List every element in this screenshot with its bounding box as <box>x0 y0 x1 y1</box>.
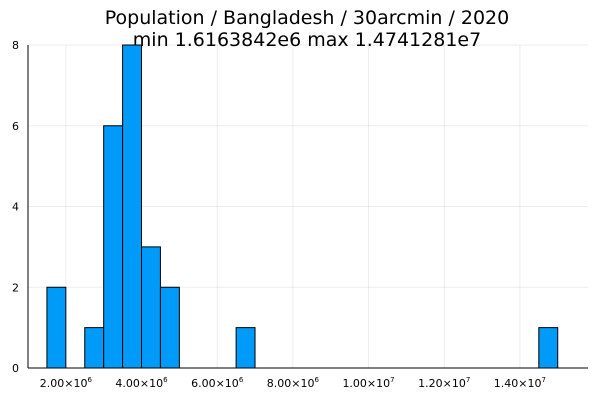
x-tick-label: 1.20×107 <box>418 376 470 390</box>
chart-title-line1: Population / Bangladesh / 30arcmin / 202… <box>105 7 510 29</box>
x-tick-label: 1.00×107 <box>342 376 394 390</box>
x-tick-label: 6.00×106 <box>191 376 244 390</box>
histogram-bar <box>235 327 256 369</box>
y-tick-label: 4 <box>12 201 19 214</box>
chart-title-line2: min 1.6163842e6 max 1.4741281e7 <box>133 29 481 51</box>
y-tick-label: 2 <box>12 281 19 294</box>
histogram-bar <box>159 286 180 369</box>
y-tick-label: 0 <box>12 362 19 375</box>
bars <box>46 44 559 369</box>
x-tick-label: 2.00×106 <box>40 376 93 390</box>
histogram-bar <box>538 327 559 369</box>
histogram-bar <box>103 125 124 369</box>
histogram-bar <box>122 44 143 369</box>
y-tick-label: 6 <box>12 120 19 133</box>
x-tick-labels: 2.00×106 4.00×106 6.00×106 8.00×106 1.00×107… <box>40 376 546 390</box>
histogram-bar <box>84 327 105 369</box>
histogram-bar <box>46 286 67 369</box>
x-tick-label: 1.40×107 <box>494 376 546 390</box>
x-tick-label: 4.00×106 <box>115 376 168 390</box>
y-tick-labels: 0 2 4 6 8 <box>12 39 19 375</box>
x-tick-label: 8.00×106 <box>267 376 320 390</box>
histogram-bar <box>141 246 161 369</box>
y-tick-label: 8 <box>12 39 19 52</box>
